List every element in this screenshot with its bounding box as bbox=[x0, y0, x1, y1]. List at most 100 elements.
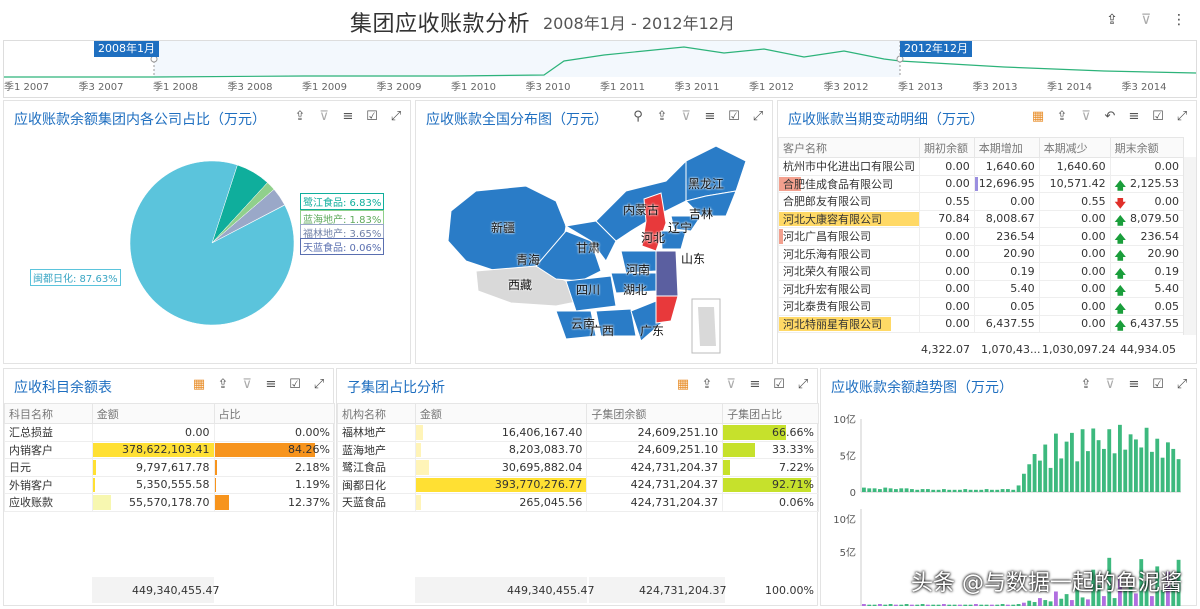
fullscreen-icon[interactable]: ⤢ bbox=[313, 377, 325, 392]
fullscreen-icon[interactable]: ⤢ bbox=[1176, 377, 1188, 392]
filter-list-icon[interactable]: ≡ bbox=[1128, 377, 1140, 392]
china-map[interactable] bbox=[416, 131, 774, 361]
clear-filter-icon[interactable]: ⊽ bbox=[1140, 12, 1152, 28]
region-shandong[interactable] bbox=[660, 230, 687, 250]
export-icon[interactable]: ⇪ bbox=[701, 377, 713, 392]
export-icon[interactable]: ⇪ bbox=[1056, 109, 1068, 124]
more-icon[interactable]: ⋮ bbox=[1172, 12, 1186, 28]
table-row[interactable]: 河北荣久有限公司 0.00 0.19 0.00 🡅 0.19 bbox=[778, 262, 1185, 281]
table-row[interactable]: 合肥郎友有限公司 0.55 0.00 0.55 🡇 0.00 bbox=[778, 192, 1185, 211]
filter-icon[interactable]: ⊽ bbox=[242, 377, 252, 392]
account-name: 汇总损益 bbox=[4, 423, 93, 442]
zoom-icon[interactable]: ⚲ bbox=[633, 109, 643, 124]
fullscreen-icon[interactable]: ⤢ bbox=[797, 377, 809, 392]
table-row[interactable]: 福林地产 16,406,167.40 24,609,251.10 66.66% bbox=[337, 423, 819, 442]
period-decrease: 0.00 bbox=[1038, 209, 1111, 228]
export-icon[interactable]: ⇪ bbox=[1106, 12, 1118, 28]
table-view-icon[interactable]: ▦ bbox=[1031, 109, 1045, 124]
region-anhui[interactable] bbox=[655, 250, 679, 297]
detail-column-header[interactable]: 本期增加 bbox=[973, 137, 1040, 158]
filter-icon[interactable]: ⊽ bbox=[319, 109, 329, 124]
region-yunnan[interactable] bbox=[555, 310, 597, 340]
filter-list-icon[interactable]: ≡ bbox=[704, 109, 716, 124]
checkbox-icon[interactable]: ☑ bbox=[773, 377, 785, 392]
detail-column-header[interactable]: 本期减少 bbox=[1038, 137, 1111, 158]
timeline-end-handle[interactable]: 2012年12月 bbox=[900, 41, 972, 57]
region-gansu[interactable] bbox=[564, 220, 617, 262]
checkbox-icon[interactable]: ☑ bbox=[1152, 109, 1164, 124]
table-row[interactable]: 河北广昌有限公司 0.00 236.54 0.00 🡅 236.54 bbox=[778, 227, 1185, 246]
export-icon[interactable]: ⇪ bbox=[217, 377, 229, 392]
fullscreen-icon[interactable]: ⤢ bbox=[752, 109, 764, 124]
region-sichuan[interactable] bbox=[565, 275, 617, 312]
trend-bar bbox=[931, 604, 936, 606]
table-view-icon[interactable]: ▦ bbox=[676, 377, 690, 392]
region-heilongjiang[interactable] bbox=[685, 145, 747, 202]
export-icon[interactable]: ⇪ bbox=[1080, 377, 1092, 392]
region-hubei[interactable] bbox=[610, 272, 657, 294]
region-guangxi[interactable] bbox=[595, 308, 637, 337]
timeline-start-handle[interactable]: 2008年1月 bbox=[94, 41, 159, 57]
trend-bar bbox=[1048, 467, 1053, 492]
region-jilin[interactable] bbox=[685, 190, 737, 217]
table-row[interactable]: 河北升宏有限公司 0.00 5.40 0.00 🡅 5.40 bbox=[778, 279, 1185, 298]
detail-column-header[interactable]: 客户名称 bbox=[778, 137, 920, 158]
trend-bar bbox=[1160, 457, 1165, 492]
table-row[interactable]: 外销客户 5,350,555.58 1.19% bbox=[4, 475, 336, 494]
filter-list-icon[interactable]: ≡ bbox=[1128, 109, 1140, 124]
table-row[interactable]: 河北乐海有限公司 0.00 20.90 0.00 🡅 20.90 bbox=[778, 244, 1185, 263]
table-row[interactable]: 鹭江食品 30,695,882.04 424,731,204.37 7.22% bbox=[337, 458, 819, 477]
detail-column-header[interactable]: 期末余额 bbox=[1109, 137, 1185, 158]
filter-icon[interactable]: ⊽ bbox=[1081, 109, 1091, 124]
filter-icon[interactable]: ⊽ bbox=[726, 377, 736, 392]
export-icon[interactable]: ⇪ bbox=[656, 109, 668, 124]
region-fujian[interactable] bbox=[655, 295, 679, 324]
map-region-label: 西藏 bbox=[508, 278, 533, 292]
table-row[interactable]: 日元 9,797,617.78 2.18% bbox=[4, 458, 336, 477]
subgroup-panel-title: 子集团占比分析 bbox=[347, 380, 445, 396]
table-row[interactable]: 河北特丽星有限公司 0.00 6,437.55 0.00 🡅 6,437.55 bbox=[778, 314, 1185, 333]
table-row[interactable]: 河北大康容有限公司 70.84 8,008.67 0.00 🡅 8,079.50 bbox=[778, 209, 1185, 228]
undo-icon[interactable]: ↶ bbox=[1104, 109, 1116, 124]
subgroup-column-header[interactable]: 机构名称 bbox=[337, 403, 416, 424]
filter-list-icon[interactable]: ≡ bbox=[265, 377, 277, 392]
subgroup-column-header[interactable]: 金额 bbox=[414, 403, 588, 424]
filter-icon[interactable]: ⊽ bbox=[1105, 377, 1115, 392]
table-row[interactable]: 应收账款 55,570,178.70 12.37% bbox=[4, 493, 336, 512]
checkbox-icon[interactable]: ☑ bbox=[728, 109, 740, 124]
table-row[interactable]: 闽都日化 393,770,276.77 424,731,204.37 92.71… bbox=[337, 475, 819, 494]
table-row[interactable]: 内销客户 378,622,103.41 84.26% bbox=[4, 440, 336, 459]
checkbox-icon[interactable]: ☑ bbox=[366, 109, 378, 124]
table-row[interactable]: 河北泰贵有限公司 0.00 0.05 0.00 🡅 0.05 bbox=[778, 297, 1185, 316]
pie-slice[interactable] bbox=[129, 160, 295, 326]
filter-list-icon[interactable]: ≡ bbox=[749, 377, 761, 392]
org-name: 鹭江食品 bbox=[337, 458, 416, 477]
timeline-slider[interactable]: 2008年1月 2012年12月 季1 2007 季3 2007 季1 2008 季3… bbox=[3, 40, 1197, 98]
customer-name: 河北特丽星有限公司 bbox=[778, 314, 920, 333]
checkbox-icon[interactable]: ☑ bbox=[1152, 377, 1164, 392]
region-qinghai[interactable] bbox=[535, 230, 602, 282]
table-view-icon[interactable]: ▦ bbox=[192, 377, 206, 392]
filter-list-icon[interactable]: ≡ bbox=[342, 109, 354, 124]
table-row[interactable]: 杭州市中化进出口有限公司 0.00 1,640.60 1,640.60 0.00 bbox=[778, 157, 1185, 176]
map-panel-toolbar: ⚲ ⇪ ⊽ ≡ ☑ ⤢ bbox=[630, 109, 766, 127]
table-row[interactable]: 合肥佳成食品有限公司 0.00 12,696.95 10,571.42 🡅 2,1… bbox=[778, 174, 1185, 193]
detail-scrollbar[interactable] bbox=[1183, 157, 1196, 335]
table-row[interactable]: 蓝海地产 8,203,083.70 24,609,251.10 33.33% bbox=[337, 440, 819, 459]
filter-icon[interactable]: ⊽ bbox=[681, 109, 691, 124]
subgroup-column-header[interactable]: 子集团余额 bbox=[586, 403, 724, 424]
account-column-header[interactable]: 金额 bbox=[91, 403, 215, 424]
trend-bar bbox=[1022, 473, 1026, 492]
fullscreen-icon[interactable]: ⤢ bbox=[390, 109, 402, 124]
account-column-header[interactable]: 科目名称 bbox=[4, 403, 93, 424]
subgroup-column-header[interactable]: 子集团占比 bbox=[722, 403, 819, 424]
region-liaoning[interactable] bbox=[670, 215, 702, 232]
fullscreen-icon[interactable]: ⤢ bbox=[1176, 109, 1188, 124]
export-icon[interactable]: ⇪ bbox=[294, 109, 306, 124]
table-row[interactable]: 汇总损益 0.00 0.00% bbox=[4, 423, 336, 442]
account-column-header[interactable]: 占比 bbox=[213, 403, 336, 424]
table-row[interactable]: 天蓝食品 265,045.56 424,731,204.37 0.06% bbox=[337, 493, 819, 512]
trend-bar bbox=[1022, 602, 1026, 606]
detail-column-header[interactable]: 期初余额 bbox=[919, 137, 975, 158]
checkbox-icon[interactable]: ☑ bbox=[289, 377, 301, 392]
